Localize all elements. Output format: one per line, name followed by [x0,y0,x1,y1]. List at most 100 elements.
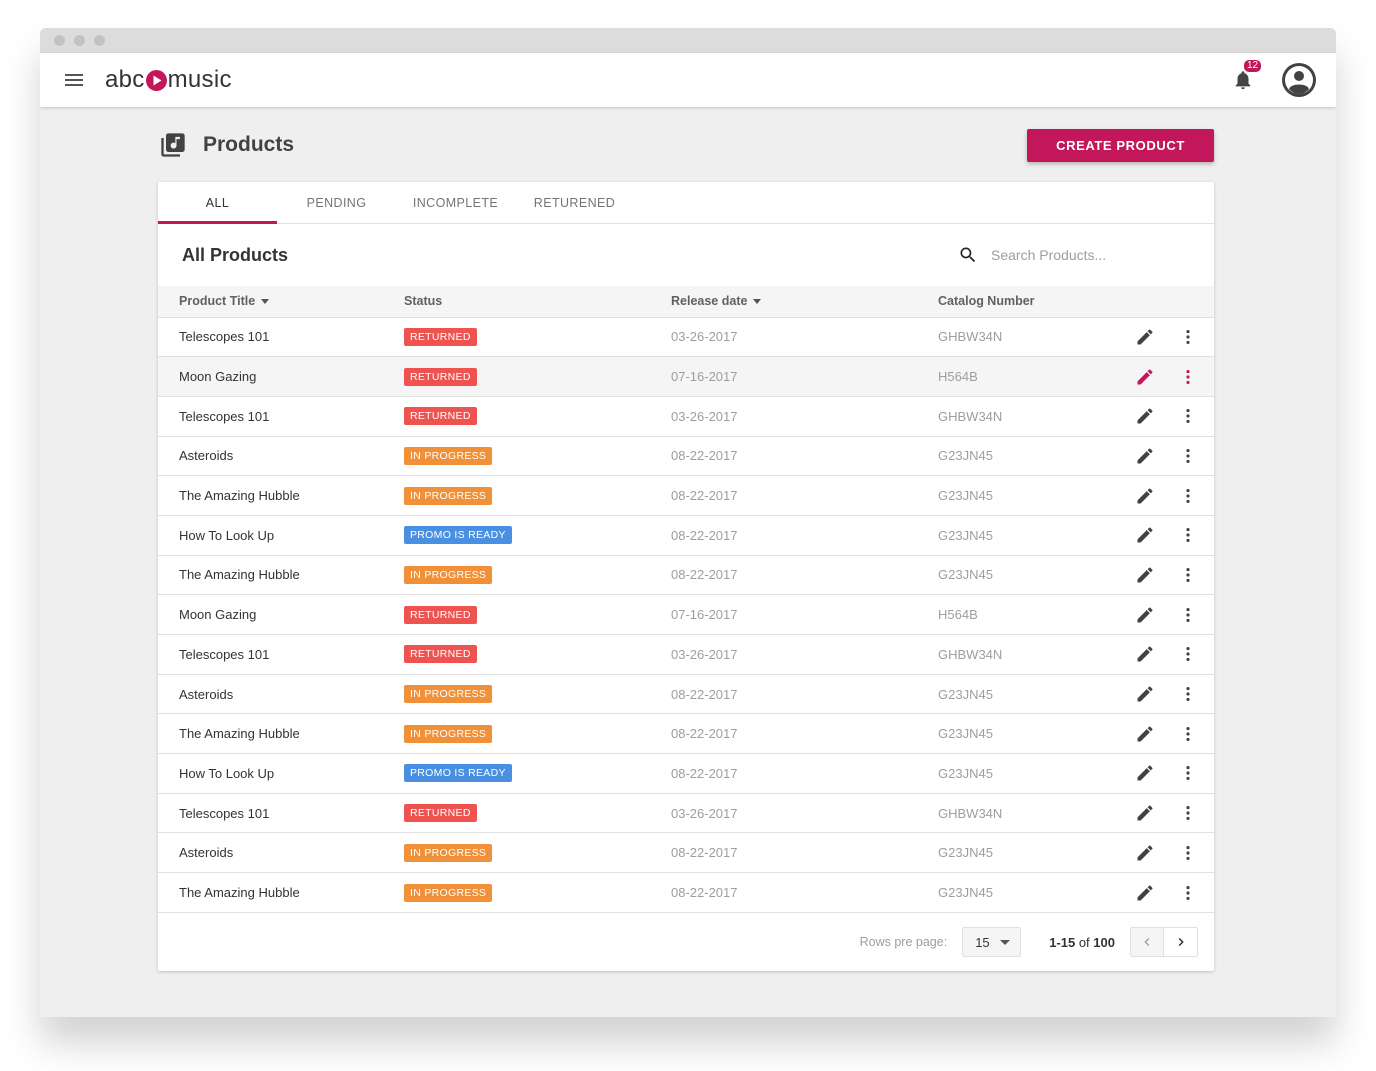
status-cell: RETURNED [404,356,671,397]
sort-arrow-icon [261,298,270,304]
status-badge: RETURNED [404,327,477,346]
edit-icon[interactable] [1135,565,1155,585]
more-vert-icon[interactable] [1178,486,1198,506]
account-icon[interactable] [1282,63,1316,97]
create-product-button[interactable]: CREATE PRODUCT [1027,128,1214,162]
status-badge: RETURNED [404,804,477,823]
edit-icon[interactable] [1135,763,1155,783]
more-vert-icon[interactable] [1178,525,1198,545]
table-row[interactable]: How To Look Up PROMO IS READY 08-22-2017 G2… [158,753,1214,794]
table-row[interactable]: Telescopes 101 RETURNED 03-26-2017 GHBW34N [158,792,1214,833]
table-row[interactable]: The Amazing Hubble IN PROGRESS 08-22-2017 G… [158,554,1214,595]
product-title-cell: Asteroids [158,435,404,476]
table-row[interactable]: Asteroids IN PROGRESS 08-22-2017 G23JN45 [158,435,1214,476]
more-vert-icon[interactable] [1178,684,1198,704]
tab-all[interactable]: ALL [158,182,277,224]
edit-icon[interactable] [1135,684,1155,704]
edit-icon[interactable] [1135,843,1155,863]
release-date-cell: 08-22-2017 [671,713,938,754]
rows-per-page-select[interactable]: 15 [962,927,1022,958]
logo-suffix: music [167,66,232,93]
release-date-cell: 08-22-2017 [671,514,938,556]
more-vert-icon[interactable] [1178,724,1198,744]
more-vert-icon[interactable] [1178,565,1198,585]
product-title-cell: The Amazing Hubble [158,554,404,595]
edit-icon[interactable] [1135,644,1155,664]
notifications-button[interactable]: 12 [1232,59,1263,92]
window-close-dot[interactable] [54,35,65,46]
tab-incomplete[interactable]: INCOMPLETE [412,195,499,210]
search-input[interactable] [991,247,1171,263]
more-vert-icon[interactable] [1178,605,1198,625]
col-status: Status [404,294,443,309]
more-vert-icon[interactable] [1178,327,1198,347]
edit-icon[interactable] [1135,724,1155,744]
catalog-number-cell: G23JN45 [938,475,1106,516]
product-title-cell: Moon Gazing [158,594,404,635]
edit-icon[interactable] [1135,525,1155,545]
edit-icon[interactable] [1135,327,1155,347]
app-bar: abc music 12 [40,53,1336,107]
next-page-button[interactable] [1164,928,1197,957]
status-badge: IN PROGRESS [404,486,493,505]
window-maximize-dot[interactable] [94,35,105,46]
more-vert-icon[interactable] [1178,367,1198,387]
edit-icon[interactable] [1135,367,1155,387]
catalog-number-cell: GHBW34N [938,395,1106,437]
edit-icon[interactable] [1135,883,1155,903]
status-cell: IN PROGRESS [404,872,671,913]
actions-cell [1106,673,1214,714]
table-row[interactable]: Moon Gazing RETURNED 07-16-2017 H564B [158,356,1214,397]
catalog-number-cell: GHBW34N [938,634,1106,675]
status-cell: RETURNED [404,395,671,437]
pagination-range: 1-15 of 100 [1049,935,1115,950]
catalog-number-cell: G23JN45 [938,713,1106,754]
more-vert-icon[interactable] [1178,883,1198,903]
window-minimize-dot[interactable] [74,35,85,46]
more-vert-icon[interactable] [1178,803,1198,823]
more-vert-icon[interactable] [1178,446,1198,466]
actions-cell [1106,514,1214,556]
actions-cell [1106,395,1214,437]
table-body: Telescopes 101 RETURNED 03-26-2017 GHBW34N M… [158,316,1214,913]
catalog-number-cell: G23JN45 [938,554,1106,595]
release-date-cell: 07-16-2017 [671,356,938,397]
chevron-down-icon [1000,940,1011,946]
status-cell: PROMO IS READY [404,514,671,556]
edit-icon[interactable] [1135,803,1155,823]
more-vert-icon[interactable] [1178,406,1198,426]
table-row[interactable]: Telescopes 101 RETURNED 03-26-2017 GHBW34N [158,316,1214,357]
table-row[interactable]: Telescopes 101 RETURNED 03-26-2017 GHBW34N [158,395,1214,437]
edit-icon[interactable] [1135,486,1155,506]
more-vert-icon[interactable] [1178,644,1198,664]
more-vert-icon[interactable] [1178,763,1198,783]
status-badge: RETURNED [404,407,477,426]
table-row[interactable]: Asteroids IN PROGRESS 08-22-2017 G23JN45 [158,832,1214,873]
tab-returened[interactable]: RETURENED [533,195,616,210]
table-row[interactable]: Telescopes 101 RETURNED 03-26-2017 GHBW34N [158,634,1214,675]
search-icon[interactable] [958,245,978,265]
catalog-number-cell: G23JN45 [938,872,1106,913]
app-logo[interactable]: abc music [105,66,232,94]
status-badge: PROMO IS READY [404,526,512,545]
prev-page-button[interactable] [1131,928,1164,957]
catalog-number-cell: G23JN45 [938,753,1106,794]
menu-icon[interactable] [64,72,84,88]
table-row[interactable]: How To Look Up PROMO IS READY 08-22-2017 G2… [158,514,1214,556]
edit-icon[interactable] [1135,605,1155,625]
more-vert-icon[interactable] [1178,843,1198,863]
status-badge: RETURNED [404,605,477,624]
table-row[interactable]: Moon Gazing RETURNED 07-16-2017 H564B [158,594,1214,635]
col-product-title[interactable]: Product Title [158,286,404,317]
status-cell: IN PROGRESS [404,673,671,714]
status-badge: IN PROGRESS [404,446,493,465]
table-row[interactable]: Asteroids IN PROGRESS 08-22-2017 G23JN45 [158,673,1214,714]
table-row[interactable]: The Amazing Hubble IN PROGRESS 08-22-2017 G… [158,713,1214,754]
table-row[interactable]: The Amazing Hubble IN PROGRESS 08-22-2017 G… [158,475,1214,516]
col-release-date[interactable]: Release date [671,286,938,317]
edit-icon[interactable] [1135,446,1155,466]
status-badge: IN PROGRESS [404,685,493,704]
table-row[interactable]: The Amazing Hubble IN PROGRESS 08-22-2017 G… [158,872,1214,913]
tab-pending[interactable]: PENDING [306,195,367,210]
edit-icon[interactable] [1135,406,1155,426]
